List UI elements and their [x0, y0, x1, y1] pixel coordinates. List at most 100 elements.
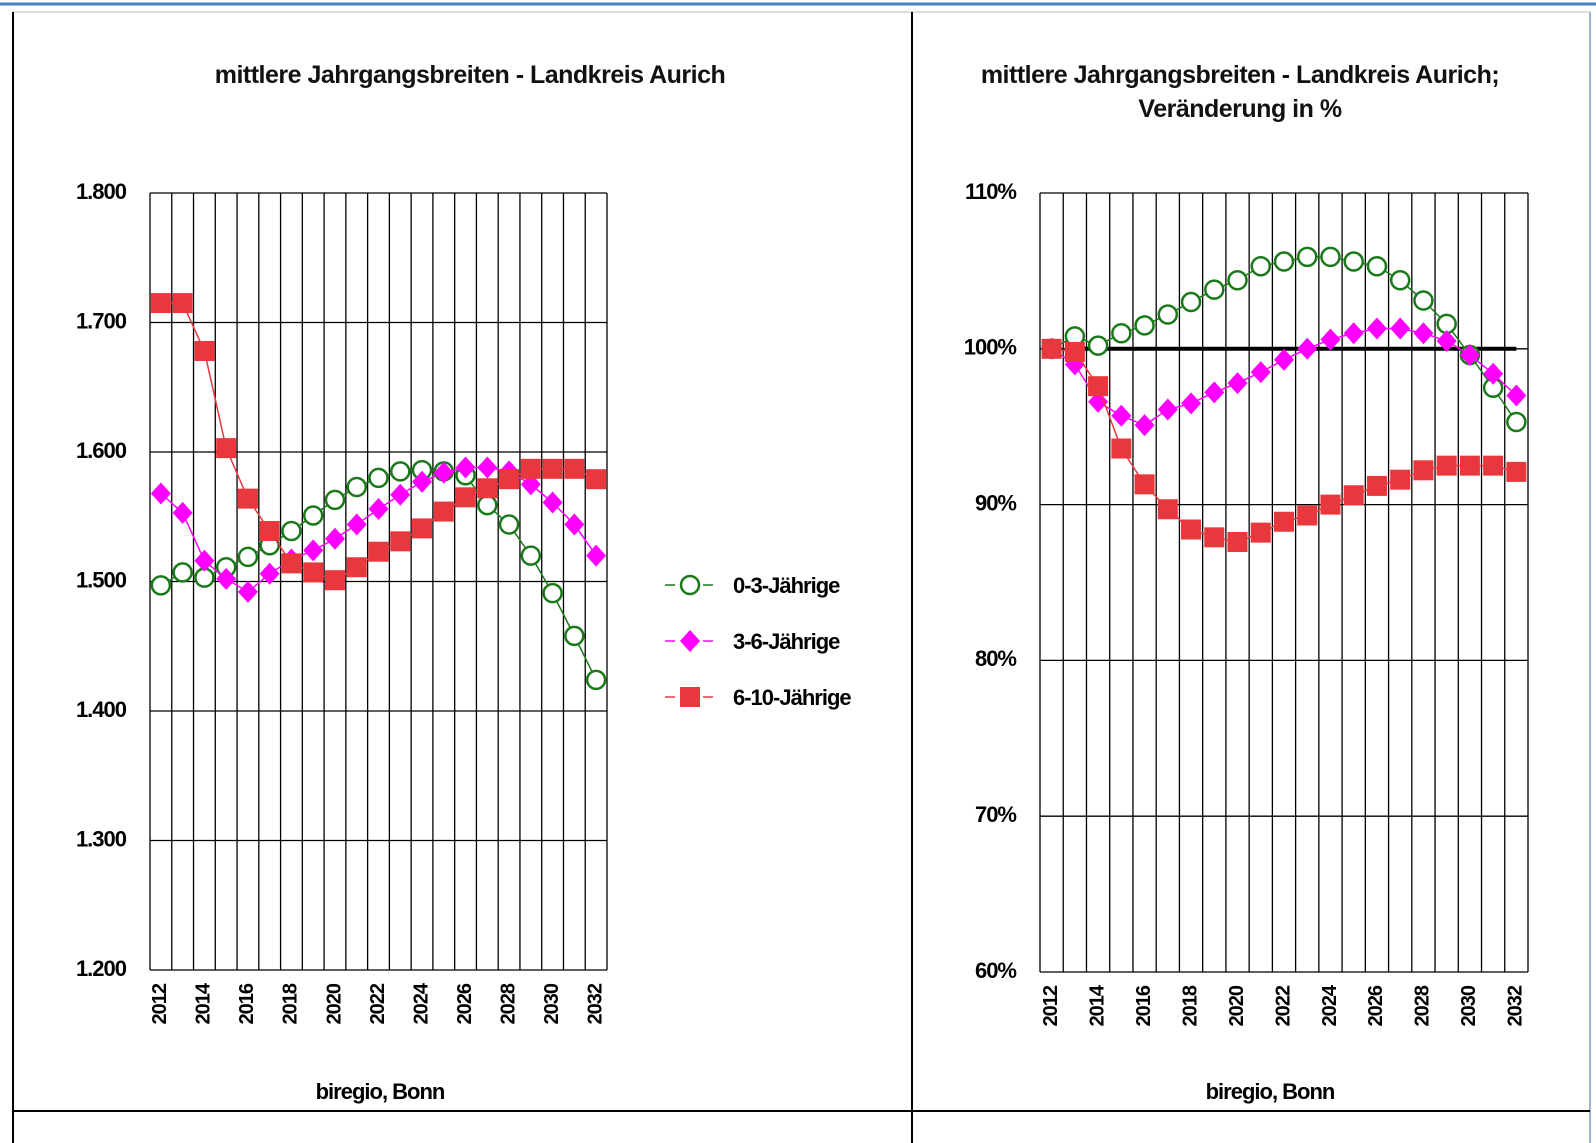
marker	[1413, 290, 1434, 311]
x-tick-label: 2018	[280, 983, 302, 1024]
marker	[346, 476, 367, 498]
marker	[1157, 304, 1179, 325]
marker	[1343, 485, 1364, 506]
marker	[1227, 372, 1248, 395]
marker	[1506, 384, 1527, 407]
marker	[1134, 414, 1155, 437]
x-tick-label: 2032	[1505, 985, 1527, 1026]
marker	[1413, 460, 1434, 481]
marker	[1087, 335, 1109, 356]
marker	[1366, 475, 1387, 496]
marker	[216, 438, 237, 459]
marker	[1506, 461, 1527, 482]
marker	[237, 580, 258, 603]
marker	[346, 513, 367, 536]
y-tick-label: 1.200	[76, 956, 127, 981]
marker	[1366, 255, 1388, 277]
marker	[542, 458, 563, 479]
marker	[1227, 269, 1248, 291]
marker	[1157, 499, 1178, 520]
marker	[1064, 341, 1085, 362]
marker	[324, 489, 346, 511]
x-tick-label: 2016	[1133, 985, 1155, 1026]
marker	[1390, 469, 1411, 490]
x-tick-label: 2026	[1365, 985, 1387, 1026]
marker	[586, 469, 607, 490]
chart-title: mittlere Jahrgangsbreiten - Landkreis Au…	[980, 61, 1500, 123]
marker	[368, 497, 389, 520]
marker	[1320, 494, 1341, 515]
marker	[1041, 338, 1062, 359]
x-tick-label: 2032	[584, 983, 606, 1024]
marker	[194, 340, 215, 361]
marker	[1390, 317, 1411, 340]
marker	[1389, 269, 1411, 291]
marker	[1506, 411, 1527, 433]
marker	[172, 501, 193, 524]
marker	[1320, 328, 1341, 351]
marker	[1483, 362, 1504, 385]
x-tick-label: 2028	[1412, 985, 1434, 1026]
marker	[216, 567, 237, 590]
y-tick-label: 90%	[975, 490, 1016, 515]
marker	[412, 470, 433, 493]
marker	[1134, 315, 1155, 336]
marker	[1204, 527, 1225, 548]
marker	[499, 469, 520, 490]
marker	[259, 520, 280, 541]
marker	[194, 549, 215, 572]
chart-title: mittlere Jahrgangsbreiten - Landkreis Au…	[214, 61, 726, 89]
source-label: biregio, Bonn	[1206, 1079, 1335, 1104]
y-tick-label: 1.500	[76, 567, 127, 592]
marker	[150, 575, 172, 596]
x-tick-label: 2014	[1086, 984, 1108, 1026]
legend-label: 6-10-Jährige	[733, 685, 851, 710]
marker	[302, 505, 324, 526]
marker	[1111, 404, 1132, 427]
y-tick-label: 1.300	[76, 826, 127, 851]
marker	[324, 527, 345, 550]
x-tick-label: 2030	[541, 983, 563, 1024]
marker	[1296, 246, 1318, 268]
marker	[324, 570, 345, 591]
marker	[412, 518, 433, 539]
marker	[1181, 519, 1202, 540]
marker	[1250, 255, 1272, 277]
marker	[1274, 348, 1294, 371]
marker	[455, 456, 476, 479]
x-tick-label: 2030	[1458, 985, 1480, 1026]
marker	[281, 553, 302, 574]
marker	[498, 514, 520, 535]
marker	[172, 562, 193, 583]
marker	[520, 473, 541, 496]
marker	[586, 544, 607, 567]
marker	[1180, 291, 1202, 313]
marker	[368, 541, 389, 562]
marker	[433, 501, 454, 522]
marker	[477, 456, 498, 479]
legend-label: 3-6-Jährige	[733, 629, 840, 654]
x-tick-label: 2014	[193, 982, 215, 1024]
source-label: biregio, Bonn	[316, 1079, 445, 1104]
x-tick-label: 2028	[497, 983, 519, 1024]
marker	[1343, 251, 1364, 272]
x-tick-label: 2012	[1040, 985, 1062, 1026]
marker	[585, 669, 607, 691]
marker	[1274, 511, 1294, 532]
marker	[1436, 330, 1457, 353]
marker	[1320, 246, 1341, 268]
marker	[346, 557, 367, 578]
x-tick-label: 2026	[454, 983, 476, 1024]
x-tick-label: 2016	[236, 983, 258, 1024]
marker	[679, 574, 701, 596]
marker	[1250, 522, 1271, 543]
marker	[564, 513, 585, 536]
marker	[1413, 322, 1434, 345]
marker	[542, 582, 563, 604]
marker	[1459, 455, 1480, 476]
marker	[520, 458, 541, 479]
marker	[237, 546, 259, 568]
marker	[1366, 317, 1387, 340]
marker	[1157, 398, 1178, 421]
